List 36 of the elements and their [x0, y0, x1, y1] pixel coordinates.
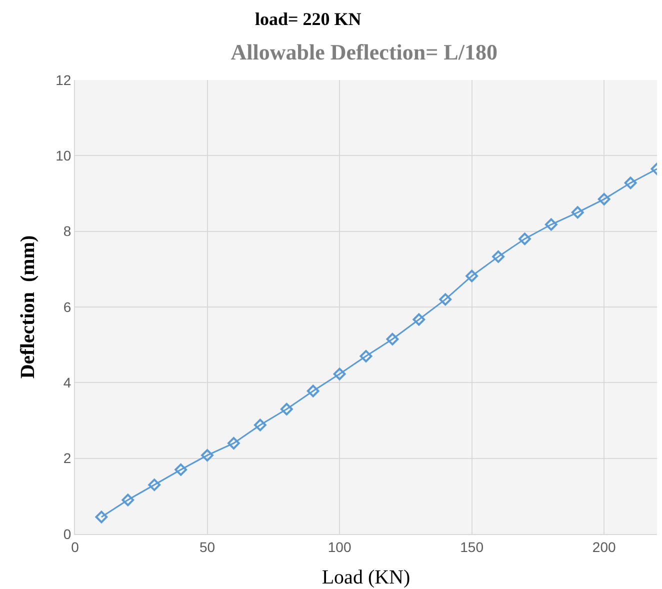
y-tick-label: 2	[63, 450, 72, 466]
point	[412, 313, 426, 326]
point	[518, 232, 531, 246]
point	[201, 449, 214, 462]
point	[386, 332, 399, 346]
point	[228, 437, 240, 450]
point	[95, 510, 108, 524]
text: load= 220 KN	[255, 9, 362, 29]
point	[598, 192, 610, 206]
y-tick-label: 0	[63, 526, 72, 542]
y-tick-label: 4	[63, 374, 72, 391]
point	[624, 176, 637, 190]
chart-title: Allowable Deflection= L/180	[230, 40, 498, 65]
x-tick-label: 100	[328, 538, 352, 555]
x-tick-label: 200	[592, 538, 616, 555]
x-tick-label: 150	[460, 538, 484, 555]
point	[360, 350, 372, 362]
x-tick-label: 50	[199, 538, 216, 555]
y-tick-label: 12	[56, 72, 72, 88]
point	[174, 463, 188, 476]
point	[571, 206, 584, 219]
x-axis-title: Load (KN)	[322, 566, 410, 588]
y-tick-label: 10	[56, 148, 72, 164]
point	[122, 494, 134, 506]
point	[466, 270, 478, 282]
y-tick-label: 6	[63, 298, 72, 315]
point	[280, 402, 293, 416]
y-tick-label: 8	[63, 223, 72, 240]
point	[333, 368, 346, 380]
y-axis-title: Deflection (mm)	[17, 235, 40, 379]
point	[148, 478, 161, 492]
point	[306, 384, 320, 398]
point	[439, 293, 452, 306]
point	[492, 250, 504, 263]
point	[544, 218, 558, 231]
point	[254, 418, 266, 432]
